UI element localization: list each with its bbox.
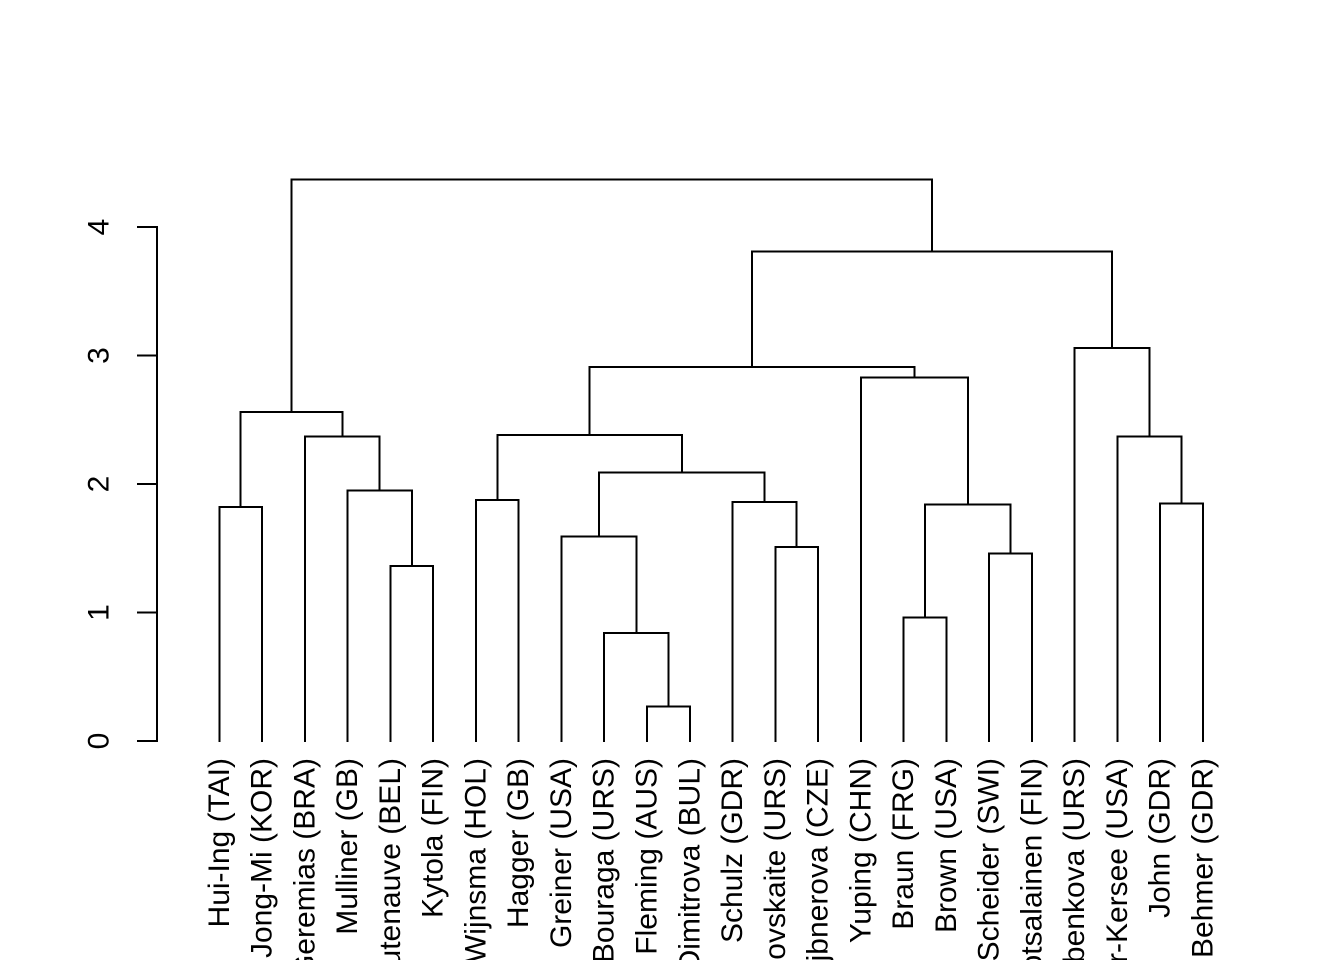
leaf-label: Ruotsalainen (FIN) (1015, 758, 1048, 960)
cluster-link (346, 489, 413, 742)
cluster-link (1073, 346, 1151, 742)
y-axis-tick-label: 3 (83, 347, 116, 364)
leaf-label: Dimitrova (BUL) (673, 758, 706, 960)
y-axis-tick-label: 2 (83, 476, 116, 493)
cluster-link (290, 178, 934, 413)
leaf-label: Joyner-Kersee (USA) (1101, 758, 1134, 960)
leaf-label: Yuping (CHN) (844, 758, 877, 943)
leaf-label: Hautenauve (BEL) (374, 758, 407, 960)
cluster-link (988, 552, 1033, 742)
cluster-link (496, 434, 683, 501)
cluster-link (859, 376, 969, 742)
leaf-label: Hui-Ing (TAI) (203, 758, 236, 927)
leaf-label: Kytola (FIN) (417, 758, 450, 918)
cluster-link (560, 535, 638, 742)
cluster-link (902, 616, 948, 742)
leaf-label: Bouraga (URS) (588, 758, 621, 960)
cluster-link (646, 705, 691, 742)
cluster-link (1116, 435, 1183, 742)
leaf-label: Mulliner (GB) (331, 758, 364, 935)
cluster-links (218, 178, 1205, 742)
cluster-link (389, 565, 435, 742)
leaf-label: Scheider (SWI) (973, 758, 1006, 960)
leaf-label: Lajbnerova (CZE) (802, 758, 835, 960)
cluster-link (750, 250, 1114, 368)
cluster-link (474, 499, 520, 742)
leaf-label: Hagger (GB) (502, 758, 535, 928)
leaf-label: Brown (USA) (930, 758, 963, 933)
leaf-label: Fleming (AUS) (631, 758, 664, 955)
leaf-label: Schulz (GDR) (716, 758, 749, 943)
leaf-label: Braun (FRG) (887, 758, 920, 930)
cluster-link (239, 411, 344, 508)
leaf-label: Sablovskaite (URS) (759, 758, 792, 960)
leaf-label: John (GDR) (1144, 758, 1177, 918)
cluster-link (1159, 502, 1205, 742)
cluster-link (731, 500, 798, 742)
cluster-link (597, 471, 766, 537)
leaf-label: Behmer (GDR) (1187, 758, 1220, 958)
cluster-link (303, 435, 381, 742)
y-axis-tick-label: 1 (83, 604, 116, 621)
leaf-label: Jong-Mi (KOR) (246, 758, 279, 958)
y-axis: 0 1 2 3 4 (83, 219, 158, 750)
leaf-label: Choubenkova (URS) (1058, 758, 1091, 960)
cluster-link (603, 632, 670, 742)
y-axis-tick-label: 4 (83, 219, 116, 236)
leaf-label: Greiner (USA) (545, 758, 578, 948)
leaf-label: Wijnsma (HOL) (459, 758, 492, 960)
leaf-label: Geremias (BRA) (288, 758, 321, 960)
cluster-link (924, 503, 1012, 618)
leaf-labels: Hui-Ing (TAI) Jong-Mi (KOR) Geremias (BRA)… (203, 758, 1220, 960)
cluster-link (218, 506, 264, 742)
y-axis-tick-label: 0 (83, 733, 116, 750)
cluster-link (774, 545, 820, 742)
